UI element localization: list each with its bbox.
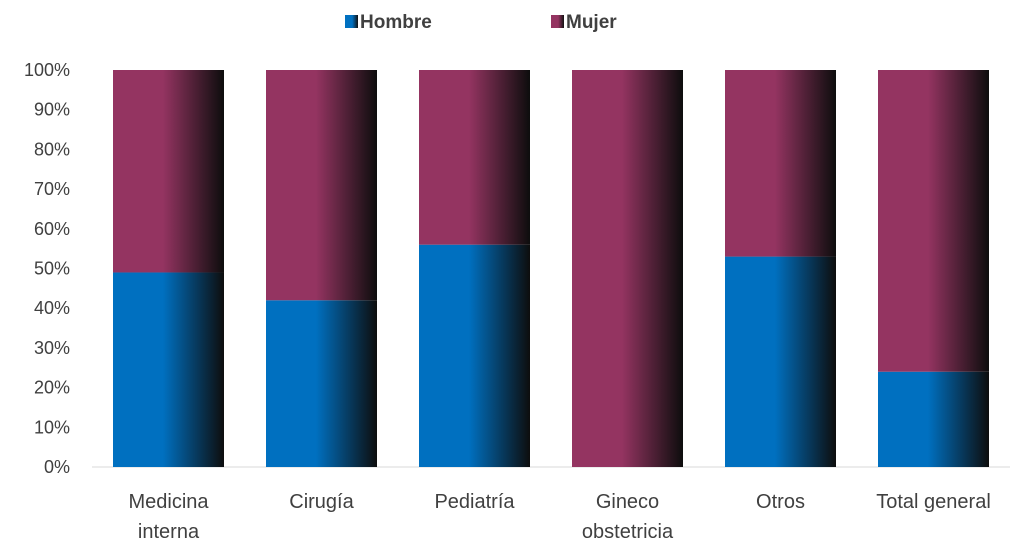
bar-mujer-5	[878, 70, 989, 372]
bar-hombre-4	[725, 256, 836, 467]
bars	[113, 70, 989, 467]
legend-label-hombre: Hombre	[360, 12, 432, 33]
legend-swatch-mujer	[551, 15, 564, 28]
y-tick-label: 60%	[34, 219, 70, 239]
bar-mujer-0	[113, 70, 224, 273]
y-tick-label: 40%	[34, 298, 70, 318]
x-category-label: Cirugía	[289, 491, 354, 513]
x-category-label: Total general	[876, 491, 991, 513]
y-tick-label: 10%	[34, 417, 70, 437]
x-category-label: Medicina	[128, 491, 209, 513]
bar-hombre-1	[266, 300, 377, 467]
y-tick-label: 0%	[44, 457, 70, 477]
legend-label-mujer: Mujer	[566, 12, 617, 33]
y-tick-label: 30%	[34, 338, 70, 358]
bar-hombre-0	[113, 272, 224, 467]
y-tick-label: 50%	[34, 259, 70, 279]
y-tick-label: 70%	[34, 179, 70, 199]
y-tick-label: 80%	[34, 139, 70, 159]
y-tick-label: 20%	[34, 378, 70, 398]
bar-mujer-3	[572, 70, 683, 467]
x-category-label: obstetricia	[582, 521, 674, 543]
bar-mujer-4	[725, 70, 836, 257]
legend-swatch-hombre	[345, 15, 358, 28]
y-tick-label: 90%	[34, 100, 70, 120]
y-axis: 0% 10% 20% 30% 40% 50% 60% 70% 80% 90% 100%	[24, 60, 1010, 477]
bar-hombre-2	[419, 244, 530, 467]
x-category-label: Otros	[756, 491, 805, 513]
x-axis-labels: Medicina interna Cirugía Pediatría Gineco obs…	[128, 491, 990, 543]
bar-hombre-5	[878, 371, 989, 467]
x-category-label: Gineco	[596, 491, 659, 513]
x-category-label: interna	[138, 521, 200, 543]
bar-mujer-1	[266, 70, 377, 301]
legend: Hombre Mujer	[345, 12, 617, 33]
y-tick-label: 100%	[24, 60, 70, 80]
x-category-label: Pediatría	[434, 491, 515, 513]
bar-mujer-2	[419, 70, 530, 245]
